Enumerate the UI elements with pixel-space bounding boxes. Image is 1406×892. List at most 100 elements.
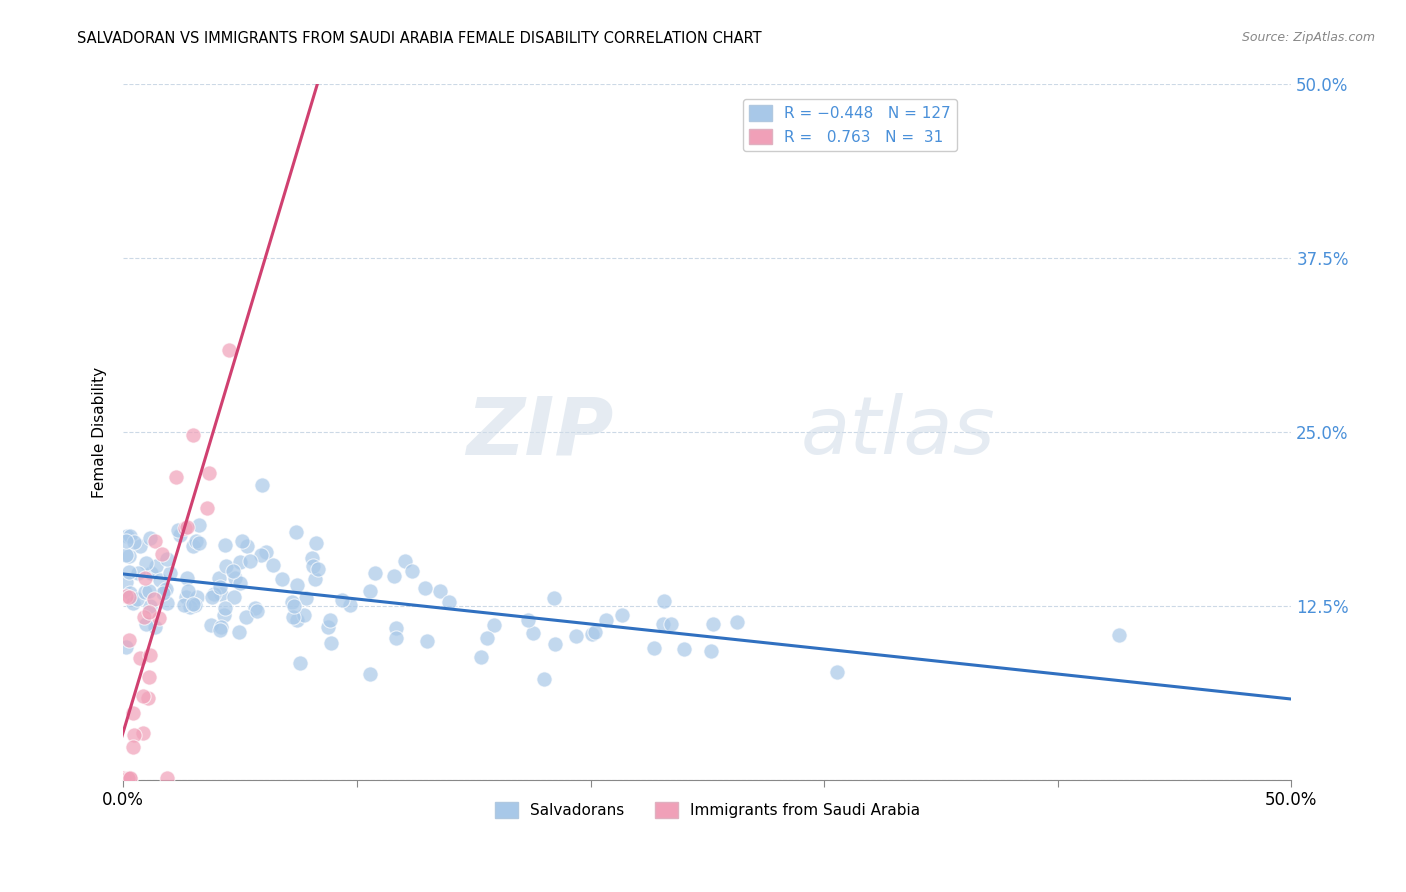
Text: SALVADORAN VS IMMIGRANTS FROM SAUDI ARABIA FEMALE DISABILITY CORRELATION CHART: SALVADORAN VS IMMIGRANTS FROM SAUDI ARAB…: [77, 31, 762, 46]
Point: [114, 771, 136, 785]
Point: [159, 566, 181, 580]
Y-axis label: Female Disability: Female Disability: [93, 367, 107, 498]
Point: [304, 572, 326, 586]
Point: [176, 519, 198, 533]
Point: [231, 534, 253, 549]
Point: [117, 549, 139, 564]
Point: [245, 600, 267, 615]
Point: [181, 428, 204, 442]
Point: [139, 648, 162, 662]
Point: [673, 642, 696, 657]
Text: ZIP: ZIP: [467, 393, 614, 471]
Point: [302, 558, 325, 573]
Point: [364, 566, 387, 581]
Point: [181, 597, 204, 611]
Point: [339, 599, 361, 613]
Point: [246, 605, 269, 619]
Point: [156, 597, 179, 611]
Point: [283, 599, 305, 614]
Point: [543, 591, 565, 605]
Point: [152, 586, 174, 600]
Point: [149, 573, 172, 587]
Point: [117, 771, 139, 785]
Point: [118, 632, 141, 647]
Point: [174, 591, 197, 605]
Point: [195, 501, 218, 516]
Point: [643, 641, 665, 656]
Point: [287, 613, 309, 627]
Point: [139, 566, 162, 580]
Point: [132, 726, 155, 740]
Point: [114, 640, 136, 654]
Point: [118, 771, 141, 785]
Text: atlas: atlas: [801, 393, 995, 471]
Point: [307, 562, 329, 576]
Point: [201, 591, 224, 605]
Point: [124, 728, 146, 742]
Point: [385, 621, 408, 635]
Legend: Salvadorans, Immigrants from Saudi Arabia: Salvadorans, Immigrants from Saudi Arabi…: [489, 796, 927, 824]
Point: [482, 617, 505, 632]
Point: [181, 539, 204, 553]
Point: [115, 589, 138, 603]
Point: [188, 536, 211, 550]
Point: [134, 571, 156, 585]
Point: [319, 613, 342, 627]
Point: [152, 583, 174, 598]
Point: [228, 625, 250, 640]
Point: [139, 531, 162, 545]
Point: [516, 613, 538, 627]
Point: [184, 598, 207, 612]
Point: [725, 615, 748, 629]
Point: [222, 590, 245, 604]
Point: [188, 518, 211, 533]
Point: [239, 554, 262, 568]
Point: [382, 569, 405, 583]
Point: [197, 466, 219, 480]
Point: [134, 585, 156, 599]
Point: [413, 581, 436, 595]
Point: [165, 469, 187, 483]
Point: [281, 595, 304, 609]
Point: [115, 529, 138, 543]
Point: [114, 534, 136, 549]
Point: [150, 547, 173, 561]
Point: [208, 571, 231, 585]
Point: [437, 595, 460, 609]
Point: [522, 625, 544, 640]
Point: [285, 578, 308, 592]
Point: [581, 627, 603, 641]
Point: [250, 477, 273, 491]
Point: [222, 564, 245, 578]
Point: [209, 587, 232, 601]
Point: [228, 555, 250, 569]
Point: [394, 554, 416, 568]
Point: [288, 656, 311, 670]
Point: [122, 740, 145, 755]
Point: [700, 643, 723, 657]
Point: [595, 613, 617, 627]
Point: [174, 521, 197, 535]
Point: [176, 572, 198, 586]
Point: [118, 585, 141, 599]
Point: [167, 523, 190, 537]
Point: [321, 636, 343, 650]
Point: [139, 599, 162, 614]
Point: [651, 617, 673, 632]
Point: [202, 587, 225, 601]
Point: [209, 619, 232, 633]
Point: [208, 623, 231, 637]
Point: [132, 690, 155, 704]
Point: [235, 610, 257, 624]
Point: [148, 611, 170, 625]
Point: [583, 625, 606, 640]
Point: [138, 583, 160, 598]
Point: [610, 608, 633, 623]
Point: [138, 691, 160, 706]
Point: [142, 591, 165, 606]
Point: [208, 581, 231, 595]
Point: [544, 637, 567, 651]
Point: [292, 608, 315, 623]
Point: [138, 605, 160, 619]
Point: [156, 771, 179, 785]
